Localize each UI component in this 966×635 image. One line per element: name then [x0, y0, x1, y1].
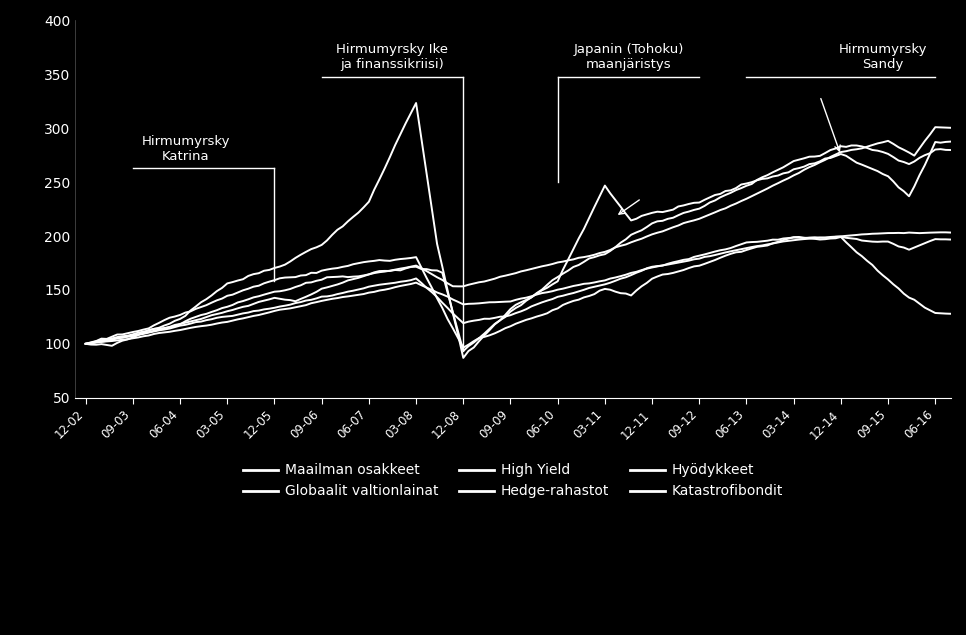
Text: Hirmumyrsky Ike
ja finanssikriisi): Hirmumyrsky Ike ja finanssikriisi)	[336, 43, 448, 71]
Text: Hirmumyrsky
Katrina: Hirmumyrsky Katrina	[142, 135, 230, 163]
Text: Japanin (Tohoku)
maanjäristys: Japanin (Tohoku) maanjäristys	[573, 43, 684, 71]
Text: Hirmumyrsky
Sandy: Hirmumyrsky Sandy	[838, 43, 927, 71]
Legend: Maailman osakkeet, Globaalit valtionlainat, High Yield, Hedge-rahastot, Hyödykke: Maailman osakkeet, Globaalit valtionlain…	[238, 458, 788, 504]
